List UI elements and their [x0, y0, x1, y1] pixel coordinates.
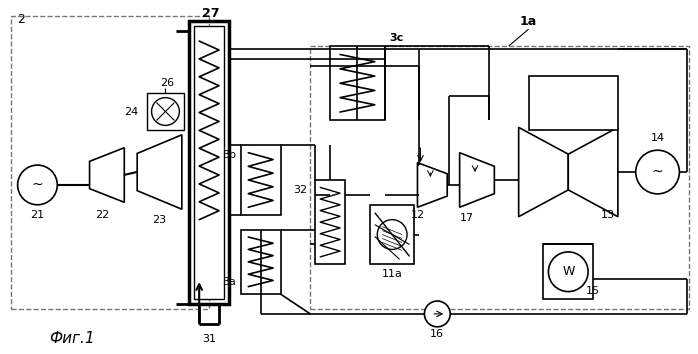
Bar: [241, 230, 281, 294]
Circle shape: [17, 165, 57, 205]
Text: 23: 23: [152, 215, 167, 225]
Polygon shape: [138, 135, 181, 209]
Text: ~: ~: [31, 178, 43, 192]
Bar: [528, 76, 618, 130]
Bar: [147, 93, 184, 130]
Text: 11a: 11a: [382, 269, 403, 279]
Circle shape: [151, 98, 179, 125]
Text: 15: 15: [586, 286, 600, 296]
Polygon shape: [459, 153, 494, 207]
Text: ~: ~: [652, 165, 663, 179]
Polygon shape: [89, 148, 124, 202]
Text: 32: 32: [293, 185, 307, 195]
Bar: [370, 205, 415, 264]
Bar: [189, 21, 229, 304]
Text: 24: 24: [124, 107, 139, 116]
Polygon shape: [568, 127, 618, 217]
Text: 26: 26: [161, 78, 174, 88]
Text: 3a: 3a: [222, 277, 236, 287]
Text: W: W: [562, 265, 574, 278]
Bar: [315, 180, 345, 264]
Circle shape: [378, 220, 407, 250]
Text: 1a: 1a: [520, 15, 537, 28]
Text: 22: 22: [95, 210, 109, 220]
Text: 3b: 3b: [222, 150, 236, 160]
Text: 13: 13: [601, 210, 615, 220]
Bar: [194, 26, 224, 299]
Bar: [10, 16, 209, 309]
Text: 17: 17: [460, 213, 474, 223]
Polygon shape: [519, 127, 568, 217]
Text: 14: 14: [651, 133, 664, 143]
Circle shape: [549, 252, 588, 292]
Text: 16: 16: [430, 329, 445, 339]
Circle shape: [424, 301, 450, 327]
Text: 21: 21: [31, 210, 45, 220]
Text: Фиг.1: Фиг.1: [50, 331, 95, 346]
Text: 12: 12: [410, 210, 424, 220]
Bar: [544, 245, 593, 299]
Bar: [330, 46, 385, 120]
Text: 3c: 3c: [389, 33, 403, 43]
Circle shape: [636, 150, 679, 194]
Polygon shape: [417, 162, 447, 207]
Bar: [241, 145, 281, 215]
Text: 27: 27: [202, 7, 220, 20]
Bar: [311, 46, 690, 309]
Text: 31: 31: [202, 334, 216, 344]
Text: 2: 2: [17, 13, 24, 26]
